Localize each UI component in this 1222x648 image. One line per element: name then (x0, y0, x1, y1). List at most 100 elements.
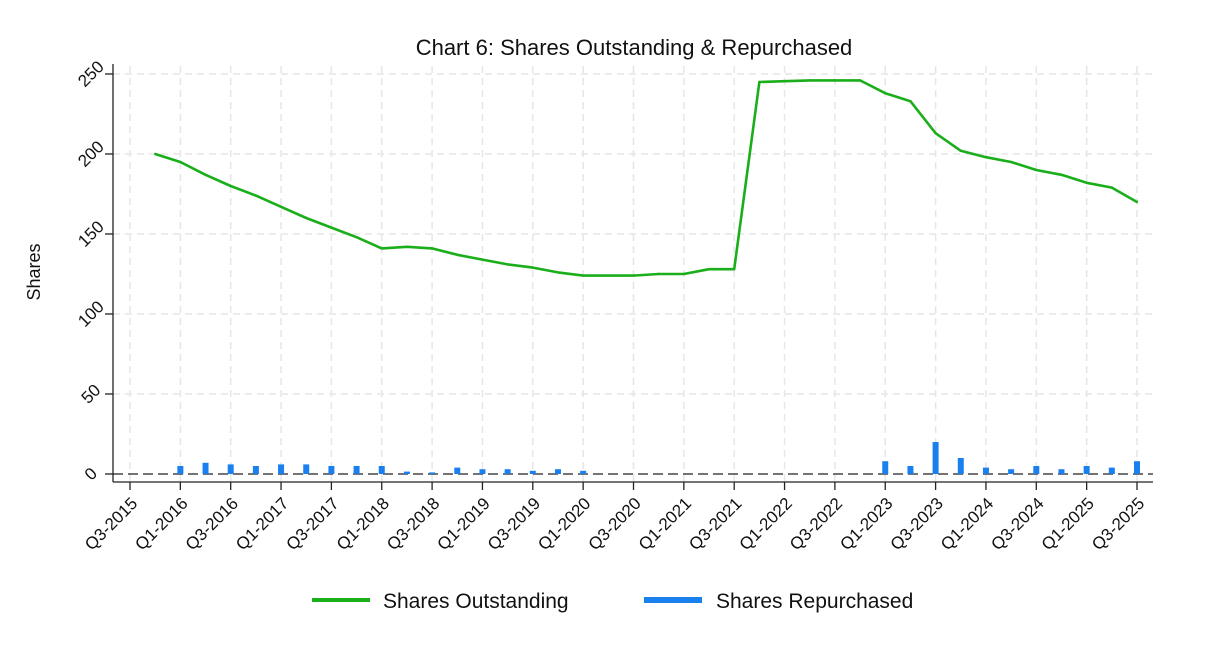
bar-shares-repurchased-q4-2017 (353, 466, 360, 474)
bar-shares-repurchased-q1-2017 (278, 464, 285, 474)
x-tick-label-q3-2018: Q3-2018 (383, 494, 443, 554)
bar-shares-repurchased-q1-2024 (982, 467, 989, 474)
point-shares-outstanding-q2-2022 (808, 79, 811, 82)
legend-label-shares-repurchased: Shares Repurchased (716, 590, 913, 613)
point-shares-outstanding-q2-2018 (405, 245, 409, 248)
x-tick-label-q1-2020: Q1-2020 (534, 494, 594, 554)
bar-shares-repurchased-q4-2019 (554, 469, 561, 474)
y-tick-label-150: 150 (74, 217, 107, 250)
axes-layer: 050100150200250Q3-2015Q1-2016Q3-2016Q1-2… (74, 57, 1153, 554)
bar-shares-repurchased-q2-2017 (303, 464, 310, 474)
x-tick-label-q1-2019: Q1-2019 (434, 494, 494, 554)
x-tick-label-q3-2016: Q3-2016 (182, 494, 242, 554)
x-tick-label-q3-2025: Q3-2025 (1088, 494, 1148, 554)
point-shares-outstanding-q4-2023 (959, 149, 962, 152)
bar-shares-repurchased-q3-2025 (1134, 461, 1140, 474)
point-shares-outstanding-q4-2017 (355, 236, 358, 239)
bar-shares-repurchased-q3-2024 (1033, 466, 1040, 474)
point-shares-outstanding-q1-2018 (380, 247, 383, 250)
point-shares-outstanding-q3-2018 (430, 247, 434, 250)
bar-shares-repurchased-q2-2023 (907, 466, 914, 474)
bar-shares-repurchased-q2-2016 (202, 462, 209, 474)
y-tick-label-200: 200 (74, 137, 107, 170)
point-shares-outstanding-q4-2022 (858, 79, 862, 82)
bar-shares-repurchased-q1-2016 (177, 466, 184, 474)
bar-shares-repurchased-q3-2023 (932, 442, 939, 474)
point-shares-outstanding-q1-2024 (984, 156, 988, 159)
bar-shares-repurchased-q3-2017 (328, 466, 335, 474)
point-shares-outstanding-q4-2016 (254, 194, 258, 197)
bar-shares-repurchased-q2-2025 (1108, 467, 1115, 474)
bar-shares-repurchased-q1-2023 (882, 461, 889, 474)
point-shares-outstanding-q2-2023 (909, 100, 912, 103)
bar-shares-repurchased-q4-2023 (957, 458, 964, 474)
y-tick-label-100: 100 (74, 297, 107, 330)
legend-label-shares-outstanding: Shares Outstanding (383, 590, 569, 613)
bar-shares-repurchased-q1-2018 (378, 466, 385, 474)
bar-shares-repurchased-q1-2020 (580, 470, 587, 474)
point-shares-outstanding-q4-2021 (758, 80, 761, 84)
x-tick-label-q3-2022: Q3-2022 (786, 494, 846, 554)
series-line-shares-outstanding (154, 79, 1138, 277)
grid-layer (113, 66, 1153, 482)
point-shares-outstanding-q1-2020 (581, 274, 585, 277)
point-shares-outstanding-q3-2020 (632, 274, 635, 277)
point-shares-outstanding-q2-2016 (204, 173, 207, 176)
x-tick-label-q3-2024: Q3-2024 (987, 494, 1047, 554)
bar-shares-repurchased-q1-2019 (479, 469, 486, 474)
chart-title: Chart 6: Shares Outstanding & Repurchase… (416, 35, 853, 60)
bar-shares-repurchased-q2-2024 (1008, 469, 1015, 474)
bar-shares-repurchased-q4-2018 (454, 467, 461, 474)
point-shares-outstanding-q2-2020 (607, 274, 610, 277)
x-tick-label-q3-2019: Q3-2019 (484, 494, 544, 554)
point-shares-outstanding-q3-2024 (1035, 168, 1038, 172)
point-shares-outstanding-q2-2021 (707, 268, 711, 271)
x-tick-label-q1-2024: Q1-2024 (937, 494, 997, 554)
point-shares-outstanding-q4-2018 (456, 253, 459, 256)
point-shares-outstanding-q1-2022 (783, 80, 786, 83)
y-tick-label-50: 50 (78, 381, 105, 408)
x-tick-label-q3-2020: Q3-2020 (585, 494, 645, 554)
point-shares-outstanding-q2-2019 (506, 263, 509, 266)
point-shares-outstanding-q1-2016 (179, 160, 182, 164)
point-shares-outstanding-q4-2024 (1060, 173, 1063, 176)
y-axis-label: Shares (24, 243, 44, 300)
bar-shares-repurchased-q1-2025 (1083, 466, 1090, 474)
point-shares-outstanding-q1-2021 (682, 272, 686, 276)
point-shares-outstanding-q3-2021 (733, 268, 736, 271)
point-shares-outstanding-q3-2022 (833, 79, 837, 82)
x-tick-label-q1-2023: Q1-2023 (836, 494, 896, 554)
x-tick-label-q1-2025: Q1-2025 (1038, 494, 1098, 554)
point-shares-outstanding-q3-2025 (1135, 200, 1139, 204)
x-tick-label-q1-2022: Q1-2022 (736, 494, 796, 554)
point-shares-outstanding-q1-2017 (279, 205, 283, 208)
point-shares-outstanding-q4-2020 (657, 272, 660, 276)
legend: Shares Outstanding Shares Repurchased (312, 590, 913, 613)
point-shares-outstanding-q3-2023 (934, 132, 937, 135)
point-shares-outstanding-q3-2016 (229, 184, 232, 188)
bars-layer (177, 442, 1140, 474)
point-shares-outstanding-q2-2017 (305, 216, 308, 220)
x-tick-label-q3-2015: Q3-2015 (81, 494, 141, 554)
bar-shares-repurchased-q4-2016 (252, 466, 259, 474)
point-shares-outstanding-q2-2024 (1009, 160, 1013, 164)
bar-shares-repurchased-q4-2024 (1058, 469, 1065, 474)
point-shares-outstanding-q1-2023 (884, 92, 887, 95)
x-tick-label-q1-2021: Q1-2021 (635, 494, 695, 554)
bar-shares-repurchased-q2-2019 (504, 469, 511, 474)
x-tick-label-q3-2021: Q3-2021 (685, 494, 745, 554)
x-tick-label-q1-2016: Q1-2016 (131, 494, 191, 554)
bar-shares-repurchased-q3-2018 (429, 472, 436, 474)
x-tick-label-q3-2017: Q3-2017 (282, 494, 342, 554)
point-shares-outstanding-q4-2015 (153, 152, 157, 156)
point-shares-outstanding-q1-2019 (481, 258, 484, 261)
y-tick-label-250: 250 (74, 57, 107, 90)
point-shares-outstanding-q4-2019 (556, 271, 560, 274)
x-tick-label-q1-2018: Q1-2018 (333, 494, 393, 554)
point-shares-outstanding-q3-2017 (330, 226, 333, 229)
x-tick-label-q1-2017: Q1-2017 (232, 494, 292, 554)
point-shares-outstanding-q2-2025 (1110, 186, 1114, 189)
x-tick-label-q3-2023: Q3-2023 (887, 494, 947, 554)
point-shares-outstanding-q3-2019 (531, 266, 534, 269)
